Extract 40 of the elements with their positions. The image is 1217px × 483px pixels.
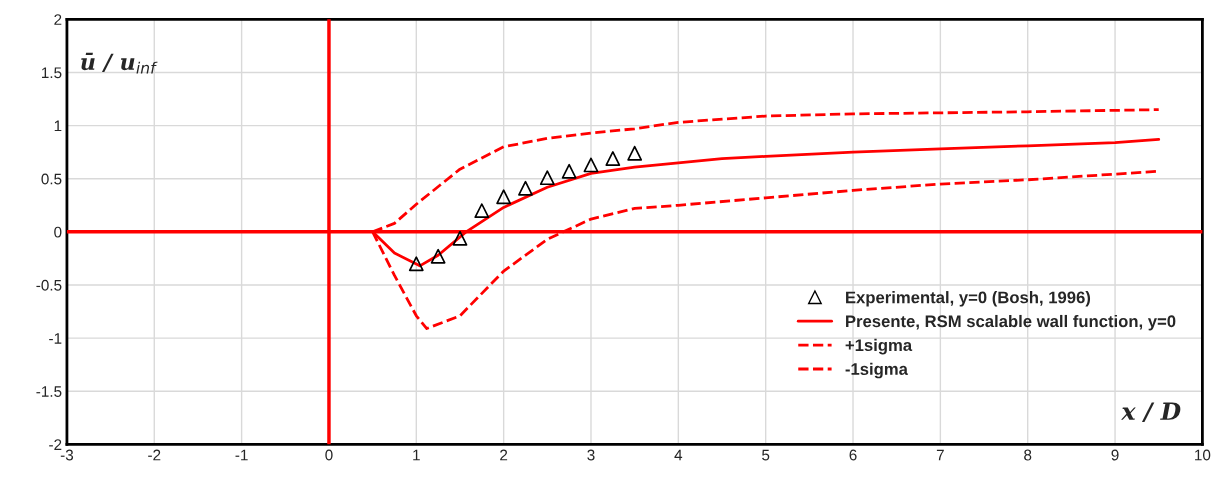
x-tick-label: -3: [60, 449, 74, 461]
x-tick-label: -1: [235, 449, 248, 461]
point: [408, 256, 424, 272]
y-tick-label: -1.5: [36, 386, 62, 397]
y-tick-label: 2: [54, 14, 62, 25]
y-tick-label: 0: [54, 226, 62, 238]
point: [430, 248, 446, 264]
x-tick-label: 10: [1195, 449, 1211, 461]
x-tick-label: -2: [148, 449, 161, 461]
point: [561, 163, 577, 179]
y-tick-label: 0.5: [41, 173, 62, 185]
point: [474, 203, 490, 219]
y-tick-label: -0.5: [36, 279, 62, 291]
y-tick-label: 1: [54, 120, 62, 132]
point: [539, 170, 555, 186]
x-tick-label: 1: [413, 449, 420, 461]
point: [452, 230, 468, 246]
x-tick-label: 0: [325, 449, 333, 461]
x-tick-label: 3: [587, 449, 595, 461]
x-tick-label: 9: [1111, 449, 1119, 461]
point: [605, 151, 621, 166]
legend-label: +1sigma: [845, 338, 913, 355]
x-tick-label: 8: [1024, 449, 1032, 461]
x-axis-title: x / D: [1121, 402, 1181, 422]
point: [496, 189, 512, 205]
x-tick-label: 5: [762, 449, 770, 461]
y-tick-label: -1: [49, 333, 62, 344]
legend-label: -1sigma: [845, 362, 909, 379]
y-tick-label: 1.5: [42, 67, 62, 79]
x-tick-label: 6: [849, 449, 857, 461]
y-tick-label: -2: [49, 439, 62, 450]
x-tick-label: 4: [674, 449, 683, 461]
x-tick-label: 2: [500, 449, 508, 461]
legend-label: Experimental, y=0 (Bosh, 1996): [846, 291, 1091, 307]
legend-label: Presente, RSM scalable wall function, y=0: [846, 314, 1176, 331]
x-tick-label: 7: [936, 449, 944, 461]
y-axis-title: ū / u$_{inf}$: [81, 52, 158, 74]
point: [583, 157, 599, 173]
point: [518, 180, 533, 196]
point: [627, 145, 643, 161]
